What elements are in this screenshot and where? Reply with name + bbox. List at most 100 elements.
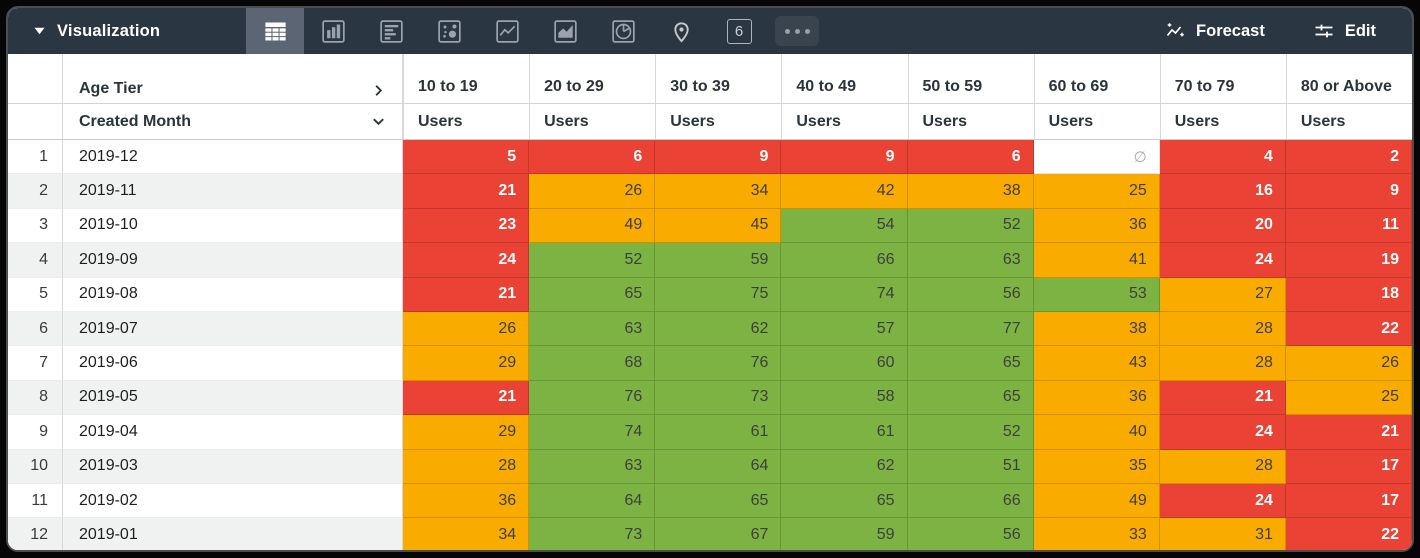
value-cell[interactable]: 11 (1285, 208, 1412, 244)
value-cell[interactable]: 52 (907, 208, 1034, 244)
value-cell[interactable]: 61 (655, 415, 782, 450)
value-cell[interactable]: 66 (907, 483, 1034, 519)
value-cell[interactable]: 28 (403, 449, 530, 484)
value-cell[interactable]: 6 (907, 140, 1034, 175)
value-cell[interactable]: 9 (655, 140, 782, 175)
value-cell[interactable]: 29 (403, 415, 530, 450)
month-cell[interactable]: 2019-02 (63, 483, 403, 519)
value-cell[interactable]: 21 (1159, 380, 1286, 416)
measure-header[interactable]: Users (529, 104, 655, 139)
measure-header[interactable]: Users (907, 104, 1034, 139)
value-cell[interactable]: 4 (1159, 140, 1286, 175)
value-cell[interactable]: 56 (907, 518, 1034, 550)
visualization-collapse-toggle[interactable]: Visualization (8, 8, 246, 54)
value-cell[interactable]: 65 (907, 380, 1034, 416)
value-cell[interactable]: 52 (529, 243, 656, 278)
chevron-down-icon[interactable] (371, 114, 386, 129)
value-cell[interactable]: 20 (1159, 208, 1286, 244)
value-cell[interactable]: 74 (529, 415, 656, 450)
row-field-header[interactable]: Created Month (63, 104, 403, 139)
value-cell[interactable]: 28 (1159, 346, 1286, 381)
tab-line-chart[interactable] (478, 8, 536, 54)
month-cell[interactable]: 2019-12 (63, 140, 403, 175)
pivot-column-header[interactable]: 50 to 59 (907, 54, 1034, 103)
value-cell[interactable]: 24 (1159, 415, 1286, 450)
value-cell[interactable]: 22 (1285, 311, 1412, 347)
value-cell[interactable]: 74 (781, 277, 908, 312)
month-cell[interactable]: 2019-10 (63, 208, 403, 244)
value-cell[interactable]: 19 (1285, 243, 1412, 278)
value-cell[interactable]: 21 (403, 277, 530, 312)
value-cell[interactable]: 51 (907, 449, 1034, 484)
tab-more-viz[interactable] (768, 8, 826, 54)
value-cell[interactable]: 17 (1285, 483, 1412, 519)
value-cell[interactable]: 34 (403, 518, 530, 550)
month-cell[interactable]: 2019-04 (63, 415, 403, 450)
value-cell[interactable]: 26 (403, 311, 530, 347)
value-cell[interactable]: 23 (403, 208, 530, 244)
value-cell[interactable]: 49 (1033, 483, 1160, 519)
value-cell[interactable]: 6 (529, 140, 656, 175)
measure-header[interactable]: Users (1285, 104, 1412, 139)
value-cell[interactable]: 24 (403, 243, 530, 278)
value-cell[interactable]: 36 (1033, 380, 1160, 416)
value-cell[interactable]: 45 (655, 208, 782, 244)
value-cell[interactable]: 26 (1285, 346, 1412, 381)
pivot-column-header[interactable]: 20 to 29 (529, 54, 655, 103)
value-cell[interactable]: 56 (907, 277, 1034, 312)
value-cell[interactable]: 34 (655, 174, 782, 209)
month-cell[interactable]: 2019-01 (63, 518, 403, 550)
tab-single-value[interactable]: 6 (710, 8, 768, 54)
value-cell[interactable]: 22 (1285, 518, 1412, 550)
edit-button[interactable]: Edit (1313, 20, 1376, 42)
value-cell[interactable]: 40 (1033, 415, 1160, 450)
tab-pie-chart[interactable] (594, 8, 652, 54)
pivot-column-header[interactable]: 30 to 39 (655, 54, 781, 103)
value-cell[interactable]: 75 (655, 277, 782, 312)
value-cell[interactable]: 73 (655, 380, 782, 416)
value-cell[interactable]: 42 (781, 174, 908, 209)
value-cell[interactable]: 77 (907, 311, 1034, 347)
value-cell[interactable]: 26 (529, 174, 656, 209)
value-cell[interactable]: 9 (1285, 174, 1412, 209)
value-cell[interactable]: 43 (1033, 346, 1160, 381)
value-cell[interactable]: 60 (781, 346, 908, 381)
tab-bar-chart[interactable] (304, 8, 362, 54)
value-cell[interactable]: 65 (655, 483, 782, 519)
value-cell[interactable]: 28 (1159, 449, 1286, 484)
value-cell[interactable]: 63 (529, 449, 656, 484)
value-cell[interactable]: 21 (1285, 415, 1412, 450)
value-cell[interactable]: 64 (529, 483, 656, 519)
value-cell[interactable]: 29 (403, 346, 530, 381)
tab-bar-horizontal[interactable] (362, 8, 420, 54)
value-cell[interactable]: 38 (1033, 311, 1160, 347)
value-cell[interactable]: 25 (1285, 380, 1412, 416)
value-cell[interactable]: 73 (529, 518, 656, 550)
month-cell[interactable]: 2019-11 (63, 174, 403, 209)
value-cell[interactable]: 9 (781, 140, 908, 175)
pivot-field-header[interactable]: Age Tier (63, 54, 403, 103)
pivot-column-header[interactable]: 70 to 79 (1159, 54, 1286, 103)
value-cell[interactable]: 17 (1285, 449, 1412, 484)
measure-header[interactable]: Users (1033, 104, 1160, 139)
value-cell[interactable]: 66 (781, 243, 908, 278)
month-cell[interactable]: 2019-05 (63, 380, 403, 416)
value-cell[interactable]: 16 (1159, 174, 1286, 209)
value-cell[interactable]: 31 (1159, 518, 1286, 550)
pivot-column-header[interactable]: 10 to 19 (403, 54, 529, 103)
value-cell[interactable]: 62 (655, 311, 782, 347)
measure-header[interactable]: Users (1159, 104, 1286, 139)
value-cell[interactable]: 49 (529, 208, 656, 244)
value-cell[interactable]: 38 (907, 174, 1034, 209)
value-cell[interactable]: 52 (907, 415, 1034, 450)
forecast-button[interactable]: Forecast (1164, 20, 1265, 42)
measure-header[interactable]: Users (403, 104, 529, 139)
value-cell[interactable]: 63 (907, 243, 1034, 278)
value-cell[interactable]: 67 (655, 518, 782, 550)
value-cell[interactable]: 57 (781, 311, 908, 347)
pivot-column-header[interactable]: 60 to 69 (1033, 54, 1160, 103)
value-cell[interactable]: 65 (907, 346, 1034, 381)
month-cell[interactable]: 2019-06 (63, 346, 403, 381)
value-cell[interactable]: 25 (1033, 174, 1160, 209)
chevron-right-icon[interactable] (371, 83, 386, 98)
